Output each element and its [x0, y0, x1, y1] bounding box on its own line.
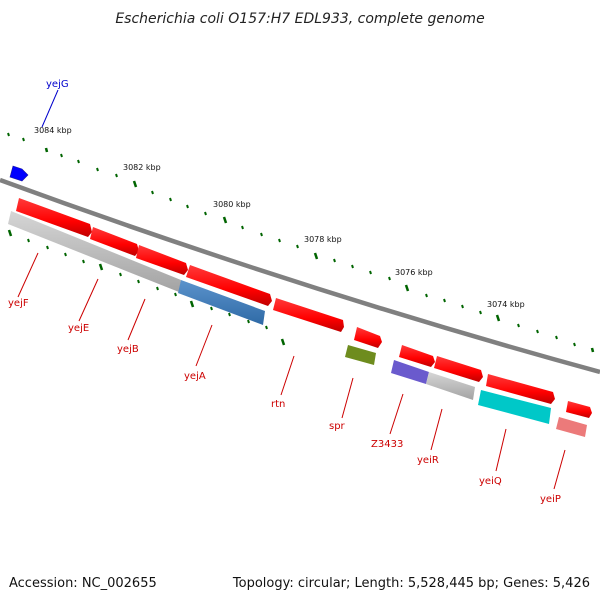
gene-labels: yejG yejF yejE yejB yejA rtn spr Z3433 y…	[8, 79, 561, 505]
ruler-lower-ticks	[7, 229, 286, 346]
genome-backbone	[0, 177, 600, 375]
gene-label-rtn[interactable]: rtn	[271, 399, 285, 410]
cds-yejF[interactable]	[16, 198, 92, 237]
gene-label-Z3433[interactable]: Z3433	[371, 439, 403, 450]
gene-label-yeiP[interactable]: yeiP	[540, 494, 561, 505]
footer-topology: Topology: circular; Length: 5,528,445 bp…	[232, 576, 590, 591]
homolog-features	[8, 211, 587, 437]
cds-yejB[interactable]	[136, 245, 188, 275]
ruler-minor-ticks	[7, 132, 595, 353]
cds-yejE[interactable]	[90, 227, 139, 256]
gene-label-yejB[interactable]: yejB	[117, 344, 139, 355]
homolog-purple	[391, 360, 429, 384]
ruler-label-3082: 3082 kbp	[123, 163, 161, 172]
ruler-label-3076: 3076 kbp	[395, 268, 433, 277]
gene-label-yeiQ[interactable]: yeiQ	[479, 476, 502, 487]
homolog-pink	[556, 417, 587, 437]
cds-spr[interactable]	[354, 327, 382, 348]
cds-features	[16, 198, 592, 418]
cds-yeiQ[interactable]	[486, 374, 555, 404]
ruler-label-3074: 3074 kbp	[487, 300, 525, 309]
cds-yejA[interactable]	[186, 265, 272, 306]
homolog-gray-2	[426, 372, 475, 400]
homolog-steelblue	[178, 280, 265, 325]
gene-label-yejA[interactable]: yejA	[184, 371, 206, 382]
gene-label-yeiR[interactable]: yeiR	[417, 455, 439, 466]
gene-leader-lines	[17, 89, 566, 490]
gene-yejG[interactable]	[9, 165, 29, 182]
map-title: Escherichia coli O157:H7 EDL933, complet…	[115, 11, 484, 27]
ruler-labels: 3084 kbp 3082 kbp 3080 kbp 3078 kbp 3076…	[34, 126, 525, 309]
gene-label-yejF[interactable]: yejF	[8, 298, 29, 309]
homolog-cyan	[478, 390, 551, 424]
homolog-gray-1	[8, 211, 181, 292]
ruler-label-3080: 3080 kbp	[213, 200, 251, 209]
gene-label-spr[interactable]: spr	[329, 421, 346, 432]
gene-label-yejG[interactable]: yejG	[46, 79, 69, 90]
footer-accession: Accession: NC_002655	[9, 576, 157, 591]
cds-yeiP[interactable]	[566, 401, 592, 418]
cds-yeiR[interactable]	[434, 356, 483, 382]
ruler-label-3084: 3084 kbp	[34, 126, 72, 135]
cds-Z3433[interactable]	[399, 345, 435, 367]
gene-label-yejE[interactable]: yejE	[68, 323, 89, 334]
cds-rtn[interactable]	[273, 298, 344, 332]
homolog-olive	[345, 345, 376, 365]
ruler-label-3078: 3078 kbp	[304, 235, 342, 244]
